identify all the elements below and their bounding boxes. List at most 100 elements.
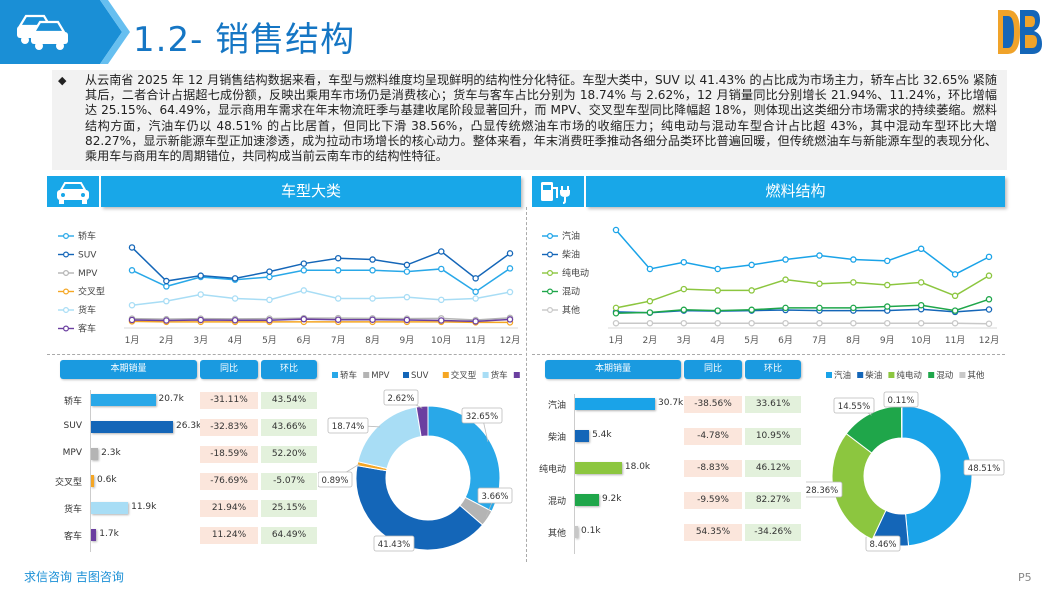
fuel-mom-cell: 46.12%: [745, 460, 801, 477]
fuel-x-tick: 7月: [812, 335, 827, 346]
page-number: P5: [1018, 571, 1032, 584]
footer-brand-link[interactable]: 求信咨询 吉图咨询: [24, 570, 124, 584]
fuel-sales-bar: [575, 462, 622, 474]
vehicle-donut-slice: [415, 405, 429, 438]
fuel-data-point: [816, 280, 823, 287]
vehicle-data-point: [438, 296, 445, 304]
fuel-series-line: [616, 322, 990, 325]
vehicle-series-line: [131, 267, 511, 293]
vehicle-legend-marker: [63, 251, 70, 258]
vehicle-yoy-cell: 11.24%: [200, 527, 258, 544]
vehicle-legend-swatch: [332, 372, 338, 378]
fuel-data-point: [850, 319, 857, 327]
fuel-slice-label: 14.55%: [838, 402, 870, 412]
vehicle-x-tick: 3月: [193, 335, 208, 346]
vehicle-data-point: [403, 261, 411, 269]
vehicle-slice-label: 41.43%: [378, 540, 410, 550]
vehicle-data-point: [266, 316, 273, 324]
vehicle-label-box: [461, 407, 503, 424]
fuel-data-point: [850, 304, 857, 312]
vehicle-data-point: [472, 318, 479, 325]
fuel-yoy-cell: -8.83%: [684, 460, 742, 477]
brand-logo: [998, 10, 1042, 54]
fuel-label-box: [963, 459, 1005, 476]
fuel-sales-header: 本期销量: [545, 360, 681, 379]
vehicle-label-box: [318, 471, 353, 488]
vehicle-legend-label: 交叉型: [78, 286, 105, 298]
vehicle-row-label: 交叉型: [54, 478, 82, 488]
fuel-data-point: [748, 319, 755, 327]
fuel-label-box: [833, 397, 875, 414]
vehicle-yoy-cell: -32.83%: [200, 419, 258, 436]
fuel-data-point: [917, 279, 925, 286]
vehicle-data-point: [266, 273, 273, 281]
vehicle-label-box: [383, 389, 419, 406]
vehicle-legend-swatch: [363, 372, 370, 378]
vehicle-row-label: 轿车: [63, 397, 82, 407]
fuel-mom-cell: -34.26%: [745, 524, 801, 541]
vehicle-x-tick: 2月: [159, 335, 174, 346]
vehicle-data-point: [334, 316, 342, 323]
vehicle-row-label: SUV: [63, 421, 82, 431]
vehicle-legend-marker: [63, 233, 70, 240]
fuel-series-line: [615, 275, 990, 309]
vehicle-label-box: [373, 535, 415, 552]
vehicle-sales-value: 11.9k: [131, 502, 157, 512]
vehicle-sales-value: 26.3k: [176, 421, 202, 431]
vehicle-legend-marker: [63, 325, 70, 332]
vehicle-legend-marker: [63, 288, 70, 295]
vehicle-data-point: [128, 301, 136, 309]
vehicle-series-line: [131, 317, 511, 321]
vehicle-data-point: [300, 287, 308, 294]
vehicle-monthly-line-chart: 1月 2月 3月 4月 5月 6月 7月 8月 9月 10月 11月 12月 轿车 SUV MPV 交叉型货车…: [58, 230, 520, 346]
fuel-yoy-cell: 54.35%: [684, 524, 742, 541]
fuel-data-point: [917, 245, 925, 253]
vehicle-data-point: [438, 265, 445, 273]
fuel-data-point: [680, 258, 688, 266]
vehicle-row-label: 客车: [63, 532, 82, 542]
fuel-series-line: [615, 298, 990, 315]
vehicle-x-tick: 12月: [500, 335, 520, 346]
vehicle-sales-bar: [91, 394, 156, 406]
vehicle-x-tick: 8月: [365, 335, 380, 346]
fuel-sales-value: 5.4k: [592, 430, 612, 440]
vehicle-legend-label: 轿车: [340, 370, 357, 381]
fuel-mom-cell: 10.95%: [745, 428, 801, 445]
vehicle-data-point: [197, 316, 204, 324]
fuel-x-tick: 1月: [609, 335, 624, 346]
vehicle-section-icon-box: [47, 176, 99, 207]
vehicle-legend-label: 货车: [78, 304, 96, 316]
fuel-legend-label: 其他: [562, 304, 580, 316]
vehicle-data-point: [163, 277, 170, 285]
fuel-sales-value: 9.2k: [601, 494, 622, 504]
vehicle-legend-swatch: [482, 372, 489, 378]
vehicle-data-point: [197, 291, 204, 298]
vehicle-slice-label: 2.62%: [387, 394, 414, 404]
vehicle-sales-value: 20.7k: [158, 394, 184, 404]
car-front-icon: [57, 182, 89, 204]
vehicle-data-point: [334, 295, 342, 302]
fuel-sales-bar: [575, 398, 655, 410]
vehicle-x-tick: 6月: [296, 335, 311, 346]
vertical-divider: [526, 207, 527, 562]
fuel-row-label: 柴油: [547, 433, 566, 443]
fuel-section-header: 燃料结构: [586, 176, 1005, 207]
fuel-yoy-header: 同比: [684, 360, 742, 379]
vehicle-yoy-header: 同比: [200, 360, 258, 379]
car-icon: [17, 14, 68, 50]
fuel-legend-label: 柴油: [865, 370, 882, 381]
vehicle-data-point: [163, 317, 170, 324]
vehicle-row-label: 货车: [63, 505, 82, 515]
vehicle-slice-label: 32.65%: [466, 412, 498, 422]
vehicle-data-point: [334, 267, 342, 274]
fuel-charge-icon: [541, 182, 570, 204]
intro-text: 从云南省 2025 年 12 月销售结构数据来看，车型与燃料维度均呈现鲜明的结构…: [85, 73, 997, 164]
fuel-legend-label: 混动: [936, 370, 954, 381]
vehicle-share-donut-chart: 轿车MPVSUV交叉型货车客车32.65%3.66%41.43%0.89%18.…: [318, 370, 522, 552]
fuel-data-point: [985, 272, 993, 279]
vehicle-legend-swatch: [513, 372, 520, 378]
vehicle-sales-bar: [91, 421, 173, 433]
vehicle-data-point: [403, 293, 411, 301]
vehicle-x-tick: 10月: [431, 335, 451, 346]
